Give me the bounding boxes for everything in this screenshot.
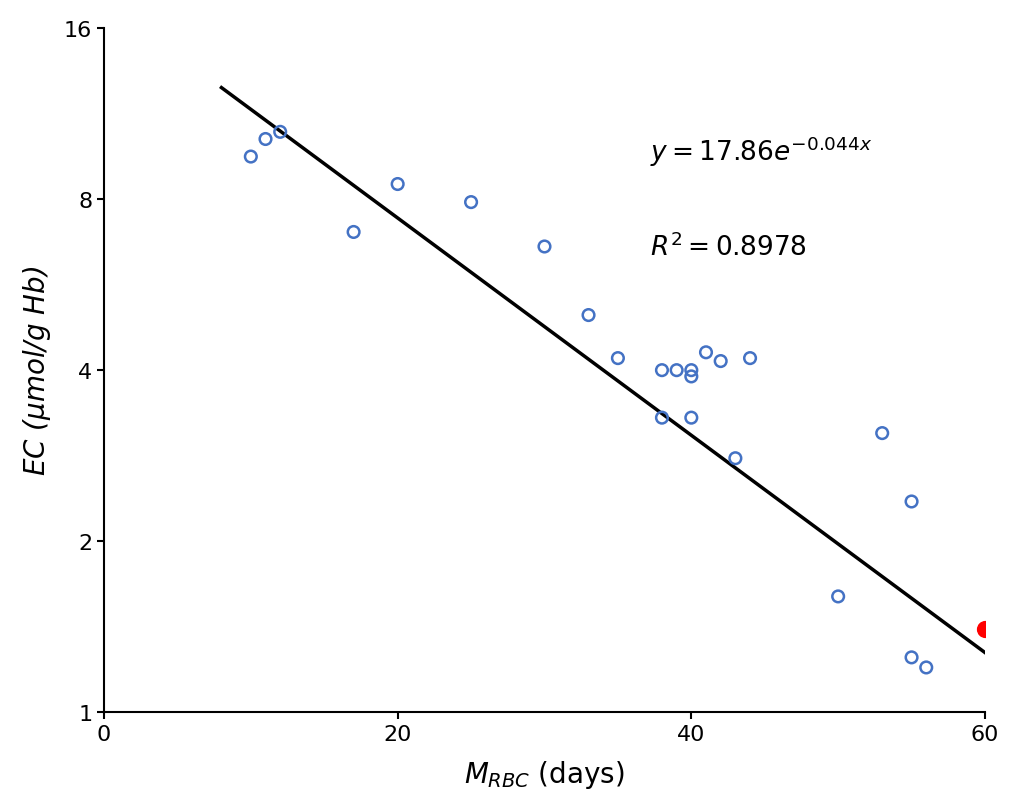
Point xyxy=(653,364,669,377)
Point xyxy=(257,133,273,146)
Point xyxy=(712,355,729,368)
Point xyxy=(683,364,699,377)
Point xyxy=(727,453,743,466)
Point xyxy=(389,178,406,191)
Point xyxy=(976,623,993,636)
Point xyxy=(697,346,713,359)
Point xyxy=(917,661,933,674)
Point xyxy=(903,496,919,508)
X-axis label: $\mathit{M}_{\mathit{RBC}}$ (days): $\mathit{M}_{\mathit{RBC}}$ (days) xyxy=(464,758,625,790)
Point xyxy=(873,427,890,440)
Point xyxy=(903,651,919,664)
Point xyxy=(653,412,669,425)
Point xyxy=(741,352,757,365)
Point xyxy=(609,352,626,365)
Point xyxy=(683,371,699,384)
Point xyxy=(272,127,288,139)
Point xyxy=(829,590,846,603)
Point xyxy=(536,241,552,254)
Text: $\mathit{R}^{2} = 0.8978$: $\mathit{R}^{2} = 0.8978$ xyxy=(649,234,806,262)
Point xyxy=(580,309,596,322)
Point xyxy=(463,196,479,209)
Point xyxy=(243,151,259,164)
Point xyxy=(345,226,362,239)
Point xyxy=(683,412,699,425)
Point xyxy=(667,364,684,377)
Text: $\mathit{y} = 17.86\mathit{e}^{-0.044\mathit{x}}$: $\mathit{y} = 17.86\mathit{e}^{-0.044\ma… xyxy=(649,135,871,169)
Y-axis label: EC ($\mu$mol/g Hb): EC ($\mu$mol/g Hb) xyxy=(20,266,53,476)
